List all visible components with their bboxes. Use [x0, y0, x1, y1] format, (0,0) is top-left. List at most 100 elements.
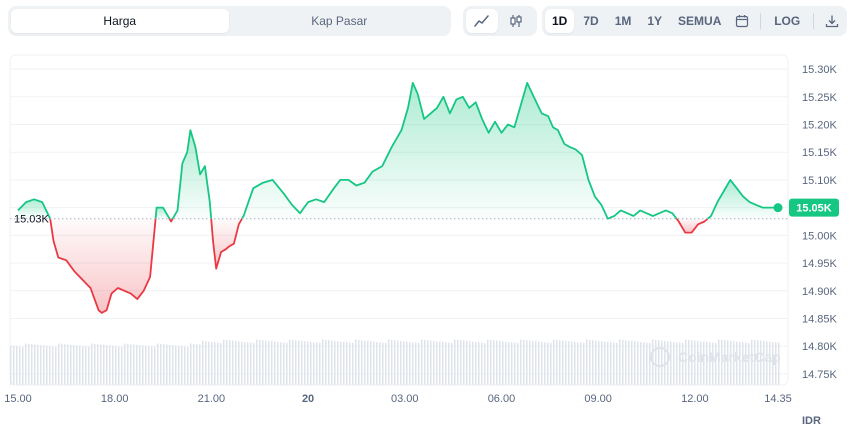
volume-bar [538, 341, 540, 385]
volume-bar [586, 339, 588, 385]
volume-bar [430, 340, 432, 385]
volume-bar [457, 339, 459, 385]
volume-bar [448, 342, 450, 385]
volume-bar [610, 342, 612, 385]
volume-bar [388, 339, 390, 385]
volume-bar [85, 346, 87, 385]
volume-bar [631, 340, 633, 385]
volume-bar [625, 340, 627, 385]
tab-price[interactable]: Harga [11, 9, 229, 33]
volume-bar [19, 346, 21, 385]
volume-bar [505, 341, 507, 385]
volume-bar [130, 344, 132, 385]
volume-bar [568, 341, 570, 385]
volume-bar [334, 340, 336, 385]
volume-bar [724, 340, 726, 385]
volume-bar [508, 341, 510, 385]
volume-bar [604, 341, 606, 385]
volume-bar [304, 341, 306, 385]
volume-bar [25, 343, 27, 385]
volume-bar [193, 343, 195, 385]
volume-bar [472, 341, 474, 385]
volume-bar [208, 341, 210, 385]
volume-bar [502, 341, 504, 385]
volume-bar [259, 339, 261, 385]
volume-bar [100, 344, 102, 385]
currency-label: IDR [802, 415, 821, 427]
volume-bar [199, 344, 201, 385]
volume-bar [70, 344, 72, 385]
volume-bar [139, 345, 141, 385]
volume-bar [151, 346, 153, 385]
price-line-up [154, 206, 171, 220]
volume-bar [331, 340, 333, 385]
volume-bar [310, 341, 312, 385]
range-1m[interactable]: 1M [614, 14, 632, 28]
volume-bar [16, 346, 18, 385]
volume-bar [190, 343, 192, 385]
volume-bar [763, 340, 765, 385]
volume-bar [253, 343, 255, 385]
volume-bar [271, 341, 273, 385]
area-up [155, 207, 170, 219]
price-line-up [241, 82, 678, 220]
volume-bar [745, 342, 747, 385]
range-7d[interactable]: 7D [583, 14, 599, 28]
volume-bar [244, 341, 246, 385]
price-line-down [49, 218, 157, 314]
volume-bar [403, 341, 405, 385]
area-up [172, 130, 212, 219]
log-scale-toggle[interactable]: LOG [774, 14, 801, 28]
volume-bar [121, 347, 123, 385]
x-tick-label: 06.00 [488, 393, 516, 405]
volume-bar [670, 341, 672, 385]
volume-bar [229, 340, 231, 385]
volume-bar [127, 343, 129, 385]
volume-bar [358, 339, 360, 385]
volume-bar [544, 342, 546, 385]
volume-bar [55, 347, 57, 385]
volume-bar [88, 347, 90, 385]
volume-bar [682, 343, 684, 385]
chart-canvas: CoinMarketCap 15.30K 15.25K 15.20K 15.15K 15… [4, 54, 839, 427]
volume-bar [514, 342, 516, 385]
volume-bar [712, 342, 714, 385]
volume-bar [298, 340, 300, 385]
volume-bar [112, 345, 114, 385]
volume-bar [268, 340, 270, 385]
volume-bar [421, 339, 423, 385]
volume-bar [31, 344, 33, 385]
candlestick-icon[interactable] [500, 9, 532, 33]
volume-bar [484, 343, 486, 385]
area-up [242, 82, 677, 219]
volume-bar [607, 341, 609, 385]
area-down [50, 218, 156, 313]
volume-bar [547, 342, 549, 385]
download-icon[interactable] [820, 9, 844, 33]
volume-bar [166, 344, 168, 385]
price-chart[interactable]: CoinMarketCap 15.30K 15.25K 15.20K 15.15K 15… [0, 40, 850, 427]
volume-bar [613, 342, 615, 385]
volume-bar [163, 344, 165, 385]
volume-bar [61, 343, 63, 385]
volume-bar [661, 340, 663, 385]
range-1y[interactable]: 1Y [647, 14, 663, 28]
line-chart-icon[interactable] [466, 9, 498, 33]
calendar-icon[interactable] [730, 9, 754, 33]
volume-bar [283, 342, 285, 385]
volume-bar [418, 343, 420, 385]
tab-market-cap[interactable]: Kap Pasar [311, 14, 368, 28]
volume-bar [349, 342, 351, 385]
volume-bar [148, 346, 150, 385]
volume-bar [175, 345, 177, 385]
range-1d[interactable]: 1D [545, 9, 575, 33]
volume-bar [694, 340, 696, 385]
range-all[interactable]: SEMUA [678, 14, 722, 28]
y-tick-label: 15.00K [802, 230, 838, 242]
volume-bar [637, 341, 639, 385]
volume-bar [436, 341, 438, 385]
volume-bar [364, 340, 366, 385]
chart-type-toggle [463, 6, 537, 36]
y-tick-label: 14.75K [802, 369, 838, 381]
volume-bar [622, 339, 624, 385]
